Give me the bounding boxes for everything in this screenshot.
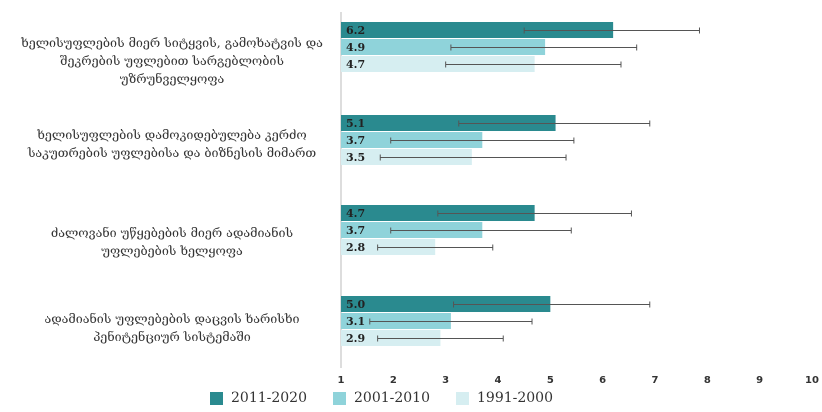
data-label-1991-2000-4: 2.9 [346,332,365,345]
data-label-1991-2000-3: 2.8 [346,241,365,254]
x-tick-label-7: 7 [652,375,659,386]
category-label-4: ადამიანის უფლებების დაცვის ხარისხი პენიტ… [44,311,300,344]
legend: 2011-2020 2001-2010 1991-2000 [210,390,553,406]
x-tick-label-8: 8 [704,375,711,386]
data-label-2011-2020-3: 4.7 [346,207,365,220]
x-tick-label-6: 6 [599,375,606,386]
x-tick-label-1: 1 [338,375,345,386]
legend-item-2011-2020: 2011-2020 [210,390,307,406]
x-tick-label-2: 2 [390,375,397,386]
bar-1991-2000-1 [341,56,535,72]
x-tick-label-9: 9 [756,375,763,386]
category-label-1: ხელისუფლების მიერ სიტყვის, გამოხატვის და… [21,35,323,86]
x-tick-label-10: 10 [805,375,819,386]
legend-swatch-2011-2020 [210,391,223,405]
data-label-2001-2010-1: 4.9 [346,41,365,54]
data-label-2001-2010-4: 3.1 [346,315,365,328]
data-label-1991-2000-2: 3.5 [346,151,365,164]
x-tick-label-5: 5 [547,375,554,386]
legend-swatch-2001-2010 [333,391,346,405]
bar-2011-2020-1 [341,22,614,38]
legend-item-2001-2010: 2001-2010 [333,390,430,406]
x-tick-label-3: 3 [442,375,449,386]
legend-item-1991-2000: 1991-2000 [456,390,553,406]
data-label-2011-2020-4: 5.0 [346,298,365,311]
bar-2011-2020-4 [341,296,551,312]
data-label-2001-2010-3: 3.7 [346,224,365,237]
legend-label-2001-2010: 2001-2010 [354,390,430,406]
data-label-2011-2020-2: 5.1 [346,117,365,130]
legend-label-2011-2020: 2011-2020 [231,390,307,406]
category-label-3: ძალოვანი უწყებების მიერ ადამიანის უფლებე… [50,225,294,258]
legend-label-1991-2000: 1991-2000 [477,390,553,406]
data-label-1991-2000-1: 4.7 [346,58,365,71]
category-label-2: ხელისუფლების დამოკიდებულება კერძო საკუთრ… [27,127,317,160]
data-label-2001-2010-2: 3.7 [346,134,365,147]
data-label-2011-2020-1: 6.2 [346,24,365,37]
legend-swatch-1991-2000 [456,391,469,405]
bar-2011-2020-2 [341,115,556,131]
bar-2001-2010-1 [341,39,546,55]
x-tick-label-4: 4 [495,375,502,386]
